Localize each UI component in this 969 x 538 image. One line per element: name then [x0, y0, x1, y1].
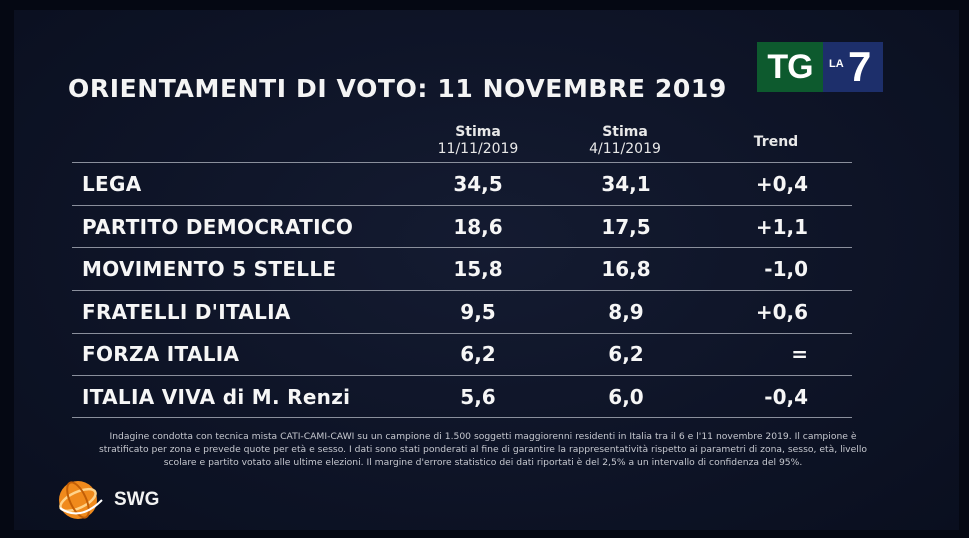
divider-line	[72, 247, 852, 248]
methodology-note: Indagine condotta con tecnica mista CATI…	[78, 430, 888, 469]
methodology-note-line: scolare e partito votato alle ultime ele…	[163, 457, 803, 468]
methodology-note-line: Indagine condotta con tecnica mista CATI…	[109, 431, 857, 442]
screen-area	[14, 10, 959, 530]
cell-fi-stima-11-11: 6,2	[460, 342, 496, 366]
cell-fi-stima-4-11: 6,2	[608, 342, 644, 366]
tg-la7-logo: TG LA 7	[757, 42, 883, 92]
row-label-pd: PARTITO DEMOCRATICO	[82, 215, 354, 239]
row-label-m5s: MOVIMENTO 5 STELLE	[82, 257, 337, 281]
swg-globe-icon	[59, 481, 103, 519]
divider-line	[72, 333, 852, 334]
seven-logo-text: 7	[848, 43, 872, 90]
cell-iv-stima-4-11: 6,0	[608, 385, 644, 409]
cell-pd-trend: +1,1	[755, 215, 808, 239]
divider-line	[72, 417, 852, 418]
divider-line	[72, 162, 852, 163]
la7-logo-block: LA 7	[823, 42, 883, 92]
cell-m5s-trend: -1,0	[764, 257, 808, 281]
swg-logo-text: SWG	[114, 489, 160, 510]
cell-iv-stima-11-11: 5,6	[460, 385, 496, 409]
cell-fdi-stima-4-11: 8,9	[608, 300, 644, 324]
column-header-stima-4-11-label: Stima	[602, 124, 648, 140]
row-label-lega: LEGA	[82, 172, 142, 196]
cell-pd-stima-11-11: 18,6	[453, 215, 503, 239]
cell-lega-stima-4-11: 34,1	[601, 172, 651, 196]
divider-line	[72, 375, 852, 376]
swg-logo: SWG	[56, 478, 159, 522]
cell-m5s-stima-11-11: 15,8	[453, 257, 503, 281]
row-label-iv: ITALIA VIVA di M. Renzi	[82, 385, 351, 409]
la-logo-text: LA	[829, 58, 844, 70]
divider-line	[72, 290, 852, 291]
cell-pd-stima-4-11: 17,5	[601, 215, 651, 239]
cell-lega-trend: +0,4	[755, 172, 808, 196]
tg-logo-text: TG	[757, 42, 823, 92]
cell-m5s-stima-4-11: 16,8	[601, 257, 651, 281]
column-header-stima-11-11: Stima 11/11/2019	[420, 124, 536, 158]
page-title: ORIENTAMENTI DI VOTO: 11 NOVEMBRE 2019	[68, 74, 727, 103]
column-header-stima-11-11-date: 11/11/2019	[437, 141, 519, 157]
column-header-stima-11-11-label: Stima	[455, 124, 501, 140]
column-header-stima-4-11: Stima 4/11/2019	[570, 124, 680, 158]
column-header-trend: Trend	[753, 134, 799, 150]
cell-lega-stima-11-11: 34,5	[453, 172, 503, 196]
column-header-stima-4-11-date: 4/11/2019	[589, 141, 661, 157]
cell-fi-trend: =	[791, 342, 808, 366]
cell-fdi-trend: +0,6	[755, 300, 808, 324]
methodology-note-line: stratificato per zona e prevede quote pe…	[98, 444, 867, 455]
row-label-fdi: FRATELLI D'ITALIA	[82, 300, 291, 324]
cell-iv-trend: -0,4	[764, 385, 808, 409]
cell-fdi-stima-11-11: 9,5	[460, 300, 496, 324]
divider-line	[72, 205, 852, 206]
row-label-fi: FORZA ITALIA	[82, 342, 240, 366]
